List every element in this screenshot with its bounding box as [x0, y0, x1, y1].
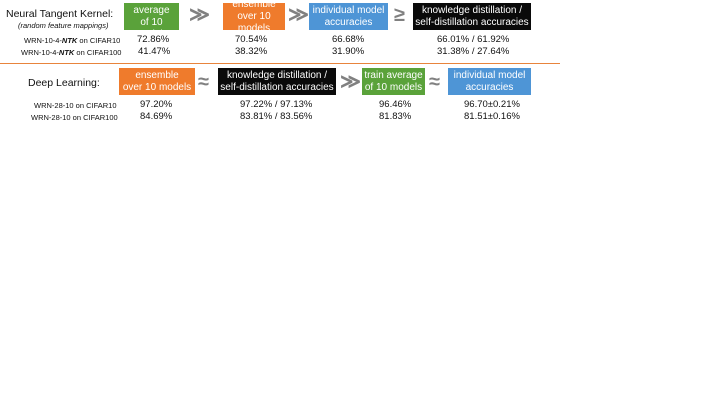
- box-line: ensemble: [135, 69, 179, 81]
- ntk-value: 66.68%: [332, 34, 365, 45]
- approx-symbol: ≈: [429, 71, 440, 93]
- dl-value: 81.51±0.16%: [464, 111, 520, 122]
- ntk-value: 38.32%: [235, 46, 268, 57]
- dl-ensemble-box: ensemble over 10 models: [119, 68, 195, 95]
- box-line: ensemble: [232, 0, 276, 10]
- box-line: individual model: [312, 4, 385, 16]
- dl-title: Deep Learning:: [28, 77, 100, 89]
- box-line: accuracies: [324, 16, 373, 28]
- box-line: individual model: [453, 69, 526, 81]
- box-line: knowledge distillation /: [421, 4, 523, 16]
- box-line: self-distillation accuracies: [415, 16, 529, 28]
- box-line: train average: [364, 69, 423, 81]
- approx-symbol: ≈: [198, 71, 209, 93]
- dl-row-label: WRN-28-10 on CIFAR10: [34, 101, 117, 110]
- box-line: knowledge distillation /: [226, 69, 328, 81]
- ntk-value: 70.54%: [235, 34, 268, 45]
- box-line: accuracies: [465, 81, 514, 93]
- row-prefix: WRN-10-4-: [21, 48, 59, 57]
- ntk-value: 31.38% / 27.64%: [437, 46, 510, 57]
- dl-value: 81.83%: [379, 111, 412, 122]
- ntk-value: 72.86%: [137, 34, 170, 45]
- dl-value: 96.70±0.21%: [464, 99, 520, 110]
- dl-row-label: WRN-28-10 on CIFAR100: [31, 113, 118, 122]
- dl-value: 97.22% / 97.13%: [240, 99, 313, 110]
- box-line: train average: [133, 0, 170, 16]
- row-ntk: NTK: [58, 48, 75, 57]
- box-line: over 10 models: [237, 10, 271, 34]
- ntk-value: 41.47%: [138, 46, 171, 57]
- ntk-subtitle: (random feature mappings): [18, 21, 109, 30]
- dl-value: 97.20%: [140, 99, 173, 110]
- ntk-distillation-box: knowledge distillation / self-distillatio…: [413, 3, 531, 30]
- much-greater-symbol: ≫: [340, 71, 361, 93]
- dl-train-average-box: train average of 10 models: [362, 68, 425, 95]
- row-suffix: on CIFAR10: [77, 36, 121, 45]
- ntk-value: 31.90%: [332, 46, 365, 57]
- ntk-row-label: WRN-10-4-NTK on CIFAR10: [24, 36, 120, 45]
- row-ntk: NTK: [61, 36, 78, 45]
- box-line: of 10 models: [135, 16, 168, 40]
- ntk-row-label: WRN-10-4-NTK on CIFAR100: [21, 48, 121, 57]
- row-prefix: WRN-10-4-: [24, 36, 62, 45]
- greater-equal-symbol: ≥: [394, 4, 405, 26]
- much-greater-symbol: ≫: [189, 4, 210, 26]
- box-line: over 10 models: [122, 81, 192, 93]
- dl-value: 84.69%: [140, 111, 173, 122]
- ntk-title: Neural Tangent Kernel:: [6, 8, 114, 20]
- ntk-value: 66.01% / 61.92%: [437, 34, 510, 45]
- box-line: self-distillation accuracies: [220, 81, 334, 93]
- dl-value: 96.46%: [379, 99, 412, 110]
- much-greater-symbol: ≫: [288, 4, 309, 26]
- dl-distillation-box: knowledge distillation / self-distillatio…: [218, 68, 336, 95]
- section-divider: [0, 63, 560, 64]
- row-suffix: on CIFAR100: [74, 48, 122, 57]
- dl-value: 83.81% / 83.56%: [240, 111, 313, 122]
- box-line: of 10 models: [364, 81, 423, 93]
- ntk-ensemble-box: ensemble over 10 models: [223, 0, 285, 34]
- ntk-individual-box: individual model accuracies: [309, 3, 388, 30]
- dl-individual-box: individual model accuracies: [448, 68, 531, 95]
